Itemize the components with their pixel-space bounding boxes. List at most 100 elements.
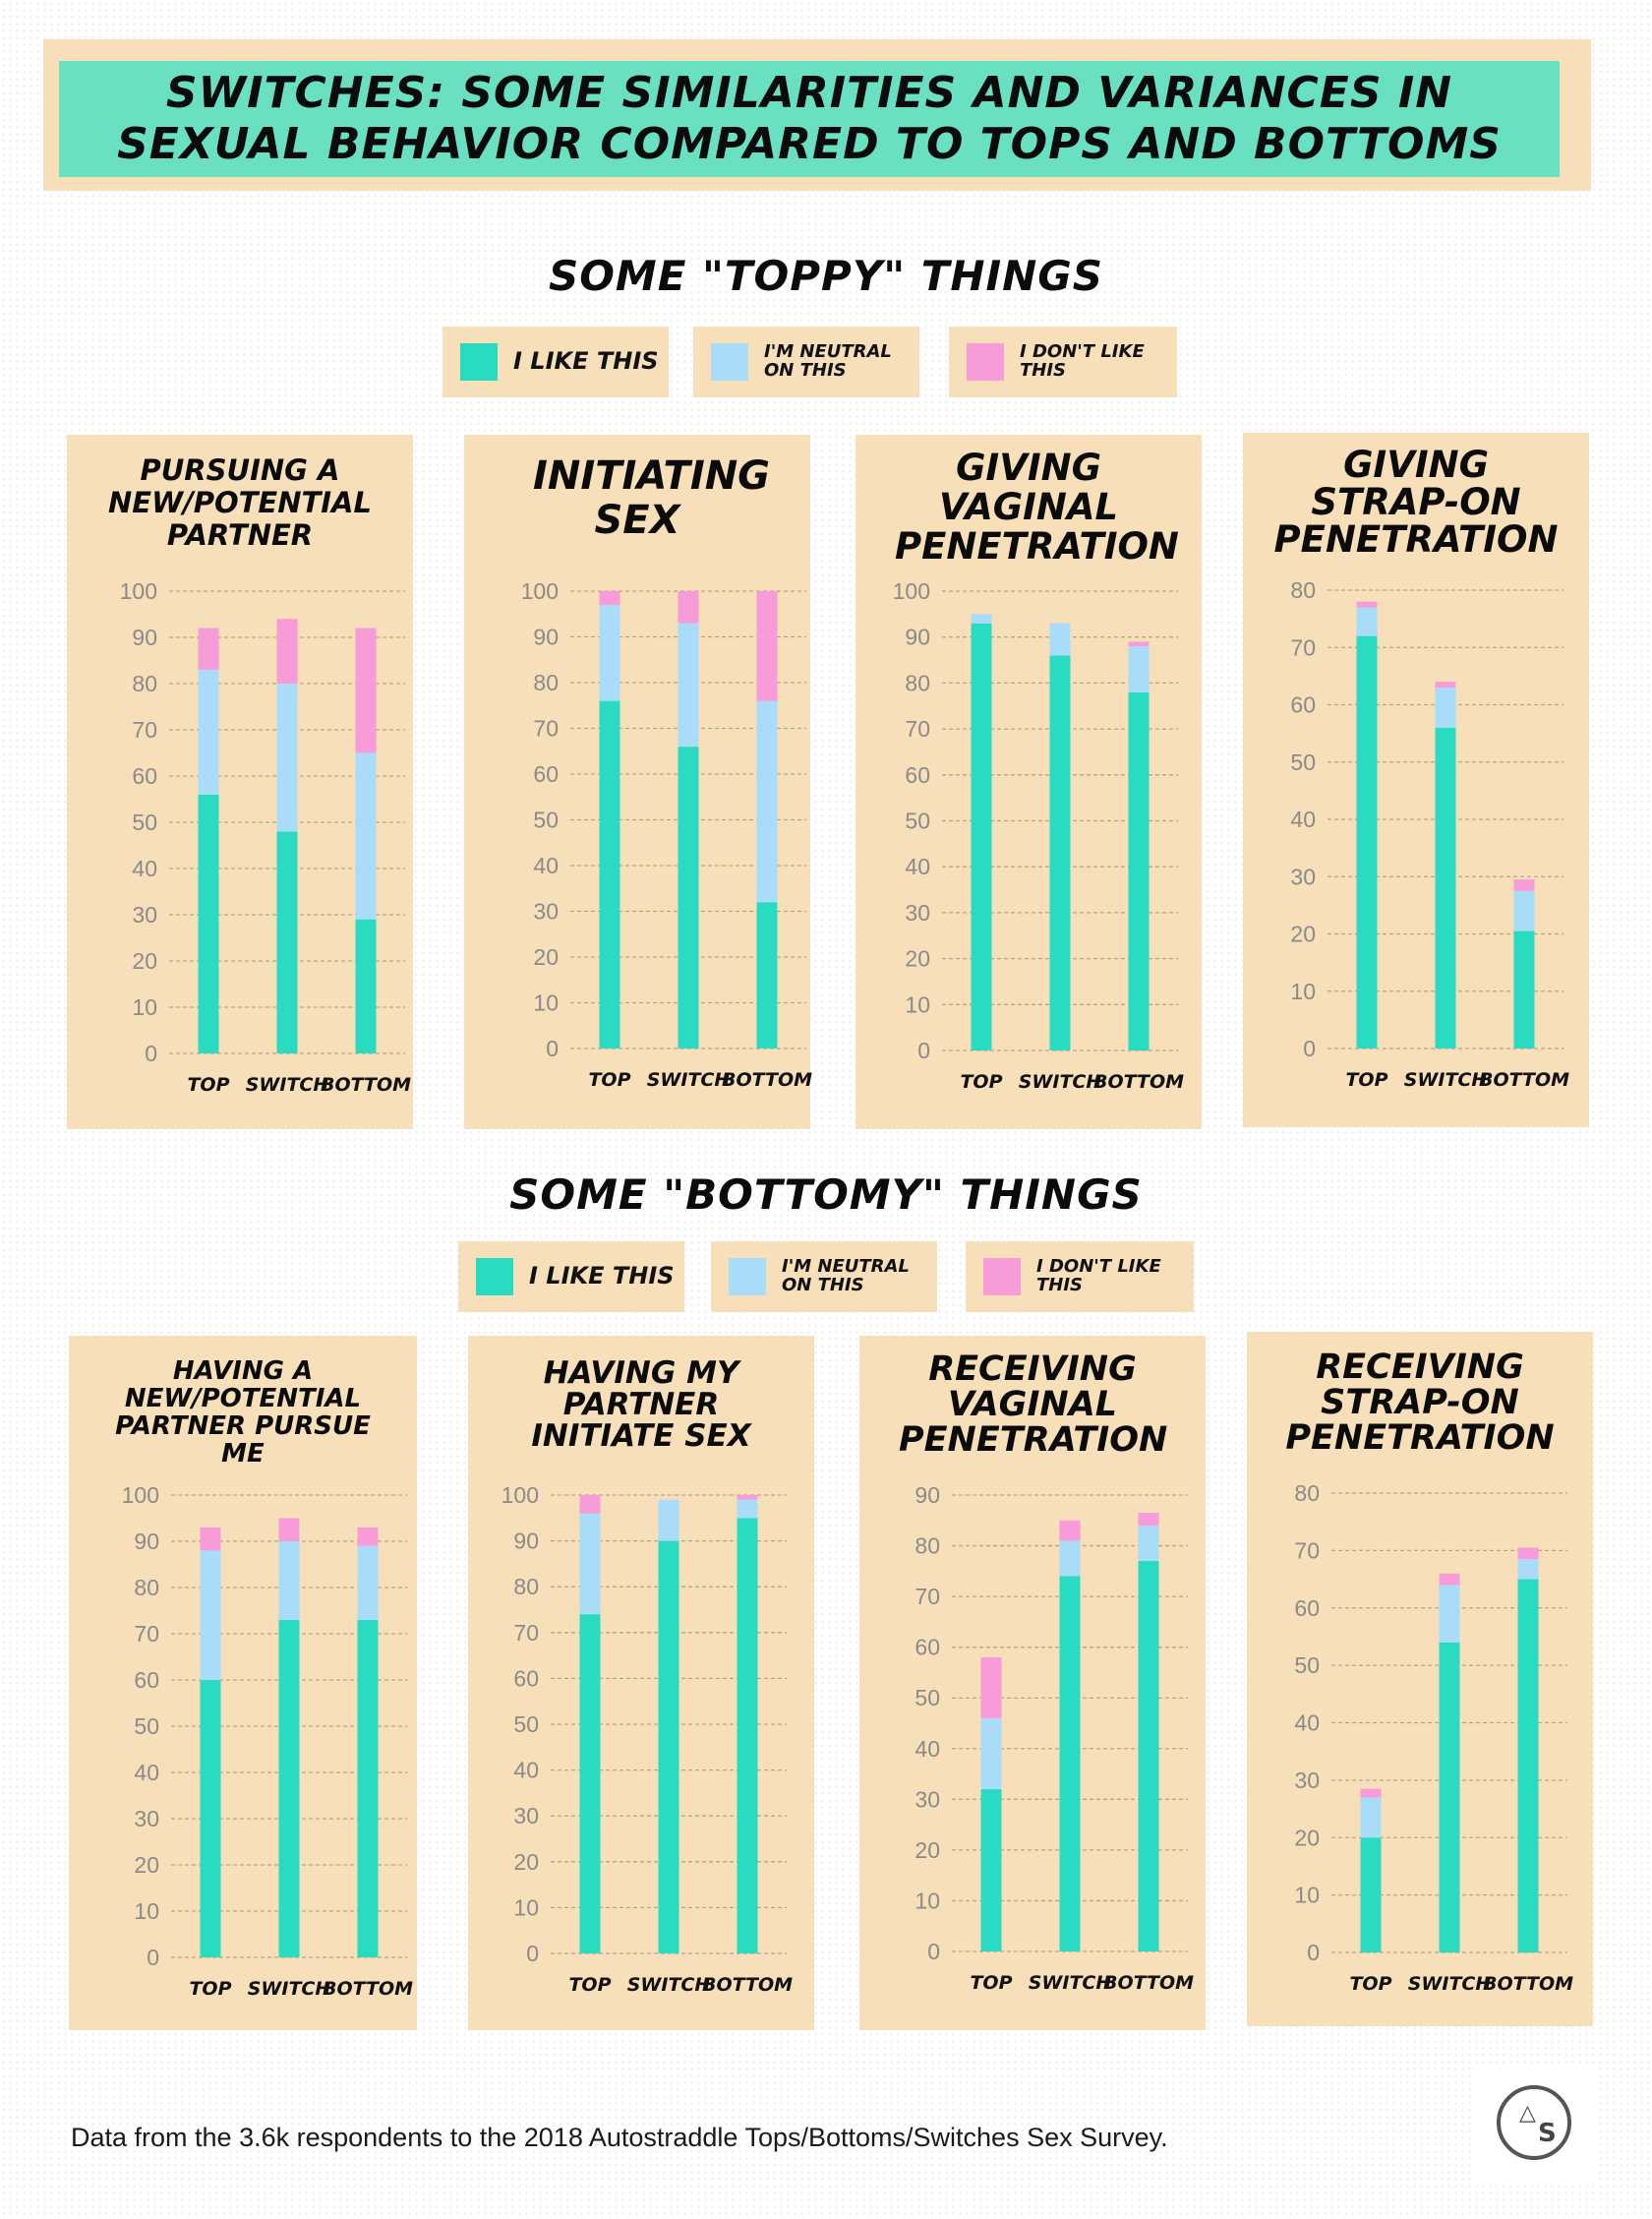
y-tick-label: 0 bbox=[147, 1945, 159, 1970]
bar-segment-switch-dislike bbox=[1439, 1573, 1460, 1586]
bar-segment-switch-neutral bbox=[1059, 1540, 1081, 1577]
bar-segment-top-neutral bbox=[579, 1513, 601, 1615]
bar-segment-bottom-dislike bbox=[357, 1527, 379, 1546]
chart-panel-receiving-strapon: RECEIVING STRAP-ON PENETRATION 0 10 20 30 40… bbox=[1247, 1332, 1593, 2026]
chart-title: RECEIVING VAGINAL PENETRATION bbox=[899, 1349, 1168, 1460]
legend-item-dislike: I DON'T LIKE THIS bbox=[949, 327, 1177, 397]
bar-segment-bottom-dislike bbox=[1513, 879, 1535, 891]
bar-segment-switch-neutral bbox=[1435, 688, 1456, 728]
bar-segment-bottom-like bbox=[355, 919, 377, 1053]
bar-segment-top-like bbox=[1356, 635, 1378, 1049]
bar-segment-top-like bbox=[599, 700, 620, 1049]
legend-label-like: I LIKE THIS bbox=[529, 1262, 675, 1290]
y-tick-label: 50 bbox=[905, 809, 930, 834]
y-tick-label: 80 bbox=[134, 1575, 159, 1600]
x-tick-label: BOTTOM bbox=[323, 1978, 413, 2000]
bar-segment-bottom-dislike bbox=[1128, 641, 1150, 647]
bar-segment-bottom-like bbox=[1138, 1561, 1159, 1951]
y-tick-label: 40 bbox=[513, 1758, 539, 1783]
bar-segment-top-like bbox=[579, 1614, 601, 1953]
legend-label-like: I LIKE THIS bbox=[513, 347, 659, 376]
legend-item-dislike: I DON'T LIKE THIS bbox=[966, 1241, 1194, 1312]
legend-item-like: I LIKE THIS bbox=[442, 327, 669, 397]
bar-segment-top-neutral bbox=[200, 1550, 221, 1680]
y-tick-label: 20 bbox=[1290, 922, 1316, 947]
neutral-swatch bbox=[729, 1258, 766, 1295]
bar-segment-top-neutral bbox=[599, 604, 620, 701]
chart-panel-receiving-vaginal: RECEIVING VAGINAL PENETRATION 0 10 20 30 40 5… bbox=[859, 1336, 1206, 2030]
y-tick-label: 90 bbox=[533, 625, 559, 650]
y-tick-label: 40 bbox=[134, 1760, 159, 1785]
y-tick-label: 0 bbox=[927, 1939, 940, 1964]
bar-segment-switch-like bbox=[278, 1619, 300, 1957]
y-tick-label: 50 bbox=[1290, 750, 1316, 775]
chart-panel-having-pursue: HAVING A NEW/POTENTIAL PARTNER PURSUE ME… bbox=[69, 1336, 417, 2030]
y-tick-label: 80 bbox=[914, 1533, 940, 1559]
chart-panel-pursuing: PURSUING A NEW/POTENTIAL PARTNER 0 10 20 30… bbox=[67, 435, 413, 1129]
x-tick-label: TOP bbox=[1349, 1973, 1391, 1995]
chart-title: GIVING VAGINAL PENETRATION bbox=[895, 447, 1179, 568]
bar-segment-top-neutral bbox=[1356, 607, 1378, 636]
y-tick-label: 10 bbox=[513, 1894, 539, 1920]
bar-segment-bottom-like bbox=[1513, 930, 1535, 1049]
y-tick-label: 20 bbox=[513, 1849, 539, 1875]
y-tick-label: 10 bbox=[914, 1888, 940, 1913]
x-tick-label: BOTTOM bbox=[1093, 1071, 1184, 1093]
y-tick-label: 20 bbox=[1294, 1825, 1320, 1850]
x-tick-label: BOTTOM bbox=[702, 1974, 793, 1996]
y-tick-label: 90 bbox=[905, 625, 930, 650]
y-tick-label: 10 bbox=[1294, 1883, 1320, 1908]
bar-segment-bottom-dislike bbox=[355, 628, 377, 753]
y-tick-label: 10 bbox=[132, 994, 157, 1020]
footnote: Data from the 3.6k respondents to the 20… bbox=[71, 2123, 1168, 2152]
y-tick-label: 50 bbox=[132, 810, 157, 835]
like-swatch bbox=[476, 1258, 513, 1295]
x-tick-label: SWITCH bbox=[1029, 1972, 1112, 1994]
bar-segment-bottom-neutral bbox=[756, 700, 778, 903]
bar-segment-switch-neutral bbox=[678, 623, 699, 748]
neutral-swatch bbox=[711, 343, 748, 381]
y-tick-label: 40 bbox=[905, 854, 930, 879]
y-tick-label: 20 bbox=[132, 948, 157, 974]
legend-label-dislike: I DON'T LIKE THIS bbox=[1036, 1256, 1161, 1295]
y-tick-label: 80 bbox=[905, 670, 930, 695]
x-tick-label: SWITCH bbox=[248, 1978, 331, 2000]
x-tick-label: SWITCH bbox=[1019, 1071, 1102, 1093]
bar-segment-bottom-neutral bbox=[1517, 1559, 1539, 1580]
bar-segment-bottom-like bbox=[756, 902, 778, 1049]
x-tick-label: SWITCH bbox=[647, 1069, 731, 1091]
bar-segment-switch-neutral bbox=[278, 1541, 300, 1620]
y-tick-label: 100 bbox=[502, 1482, 539, 1508]
bar-segment-switch-like bbox=[1059, 1576, 1081, 1951]
legend-label-neutral: I'M NEUTRAL ON THIS bbox=[764, 341, 892, 381]
y-tick-label: 30 bbox=[134, 1806, 159, 1831]
bar-segment-bottom-like bbox=[357, 1619, 379, 1957]
legend-item-like: I LIKE THIS bbox=[458, 1241, 684, 1312]
x-tick-label: TOP bbox=[568, 1974, 611, 1996]
bar-segment-switch-like bbox=[678, 747, 699, 1049]
y-tick-label: 50 bbox=[533, 808, 559, 833]
legend-label-dislike: I DON'T LIKE THIS bbox=[1020, 341, 1145, 381]
bar-segment-top-like bbox=[1360, 1837, 1382, 1952]
bar-segment-top-neutral bbox=[971, 614, 992, 624]
bar-segment-switch-like bbox=[1435, 727, 1456, 1049]
bar-segment-switch-like bbox=[276, 831, 298, 1053]
bar-segment-switch-dislike bbox=[678, 591, 699, 624]
x-tick-label: BOTTOM bbox=[722, 1069, 812, 1091]
bar-segment-bottom-dislike bbox=[1517, 1547, 1539, 1560]
y-tick-label: 60 bbox=[1294, 1595, 1320, 1621]
chart-title: HAVING MY PARTNER INITIATE SEX bbox=[531, 1355, 751, 1454]
y-tick-label: 70 bbox=[513, 1620, 539, 1646]
title-banner: SWITCHES: SOME SIMILARITIES AND VARIANCE… bbox=[59, 61, 1560, 177]
bar-segment-bottom-dislike bbox=[737, 1495, 758, 1500]
chart-panel-partner-initiate: HAVING MY PARTNER INITIATE SEX 0 10 20 30 40… bbox=[468, 1336, 814, 2030]
y-tick-label: 50 bbox=[914, 1685, 940, 1710]
y-tick-label: 0 bbox=[1303, 1036, 1316, 1061]
y-tick-label: 50 bbox=[134, 1713, 159, 1739]
